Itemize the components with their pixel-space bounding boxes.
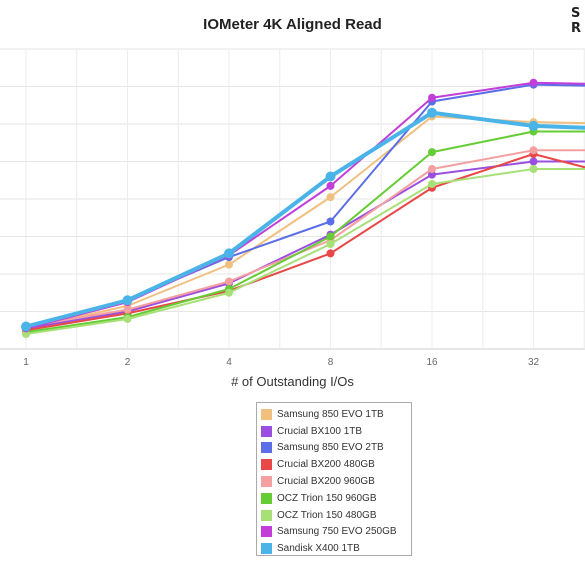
data-point xyxy=(21,321,31,332)
legend-swatch xyxy=(261,459,272,471)
legend-item: Crucial BX200 480GB xyxy=(261,456,411,473)
x-axis-ticks: 1 2 4 8 16 32 xyxy=(23,357,539,368)
series-line xyxy=(25,110,585,329)
legend-swatch xyxy=(261,476,272,488)
data-point xyxy=(428,180,436,188)
data-point xyxy=(326,181,335,190)
legend-label: Samsung 850 EVO 2TB xyxy=(277,442,384,454)
legend-label: Sandisk X400 1TB xyxy=(277,543,360,555)
legend-item: Samsung 750 EVO 250GB xyxy=(261,524,411,541)
legend-label: Crucial BX200 960GB xyxy=(277,476,375,488)
data-point xyxy=(326,240,335,248)
data-point xyxy=(428,148,436,157)
series-line xyxy=(25,149,585,328)
x-tick-label: 4 xyxy=(226,357,232,368)
data-point xyxy=(529,165,538,173)
legend-swatch xyxy=(261,442,272,454)
legend-swatch xyxy=(261,408,272,420)
legend-label: Crucial BX100 1TB xyxy=(277,425,363,437)
x-tick-label: 1 xyxy=(23,357,29,368)
data-point xyxy=(122,295,133,306)
data-point xyxy=(225,260,233,269)
x-tick-label: 2 xyxy=(125,357,131,368)
legend-swatch xyxy=(261,526,272,538)
data-point xyxy=(326,217,335,226)
series-line xyxy=(25,115,585,330)
legend: Samsung 850 EVO 1TB Crucial BX100 1TB Sams… xyxy=(256,402,412,556)
data-point xyxy=(428,93,436,102)
legend-item: Samsung 850 EVO 2TB xyxy=(261,440,411,457)
series-2 xyxy=(22,80,585,331)
data-point xyxy=(428,170,436,179)
x-axis-label: # of Outstanding I/Os xyxy=(231,374,354,389)
series-0 xyxy=(22,112,585,333)
data-point xyxy=(326,232,335,241)
legend-swatch xyxy=(261,509,272,521)
legend-item: Samsung 850 EVO 1TB xyxy=(261,406,411,423)
series-6 xyxy=(22,165,585,338)
series-8 xyxy=(21,107,585,332)
data-point xyxy=(529,78,538,87)
data-point xyxy=(326,193,335,202)
grid-lines xyxy=(0,48,585,350)
series-7 xyxy=(22,78,585,333)
x-tick-label: 16 xyxy=(426,357,438,368)
legend-item: OCZ Trion 150 480GB xyxy=(261,507,411,524)
legend-swatch xyxy=(261,492,272,504)
data-point xyxy=(123,315,132,323)
legend-label: OCZ Trion 150 480GB xyxy=(277,509,377,521)
legend-item: Sandisk X400 1TB xyxy=(261,540,411,557)
legend-item: Crucial BX100 1TB xyxy=(261,423,411,440)
data-point xyxy=(123,305,132,314)
legend-label: Samsung 750 EVO 250GB xyxy=(277,526,397,538)
legend-label: Samsung 850 EVO 1TB xyxy=(277,408,384,420)
legend-label: OCZ Trion 150 960GB xyxy=(277,492,377,504)
data-point xyxy=(529,157,538,166)
data-point xyxy=(528,120,539,131)
data-point xyxy=(225,277,233,286)
data-point xyxy=(529,146,538,155)
data-point xyxy=(325,171,336,182)
legend-item: OCZ Trion 150 960GB xyxy=(261,490,411,507)
chart-title: IOMeter 4K Aligned Read xyxy=(203,16,382,33)
legend-swatch xyxy=(261,425,272,437)
series-lines xyxy=(21,78,585,338)
legend-item: Crucial BX200 960GB xyxy=(261,473,411,490)
data-point xyxy=(225,288,233,297)
x-tick-label: 8 xyxy=(328,357,334,368)
data-point xyxy=(22,330,30,338)
legend-label: Crucial BX200 480GB xyxy=(277,459,375,471)
x-tick-label: 32 xyxy=(528,357,540,368)
data-point xyxy=(224,248,234,259)
data-point xyxy=(427,107,437,118)
legend-swatch xyxy=(261,543,272,555)
data-point xyxy=(428,165,436,173)
data-point xyxy=(326,249,335,258)
